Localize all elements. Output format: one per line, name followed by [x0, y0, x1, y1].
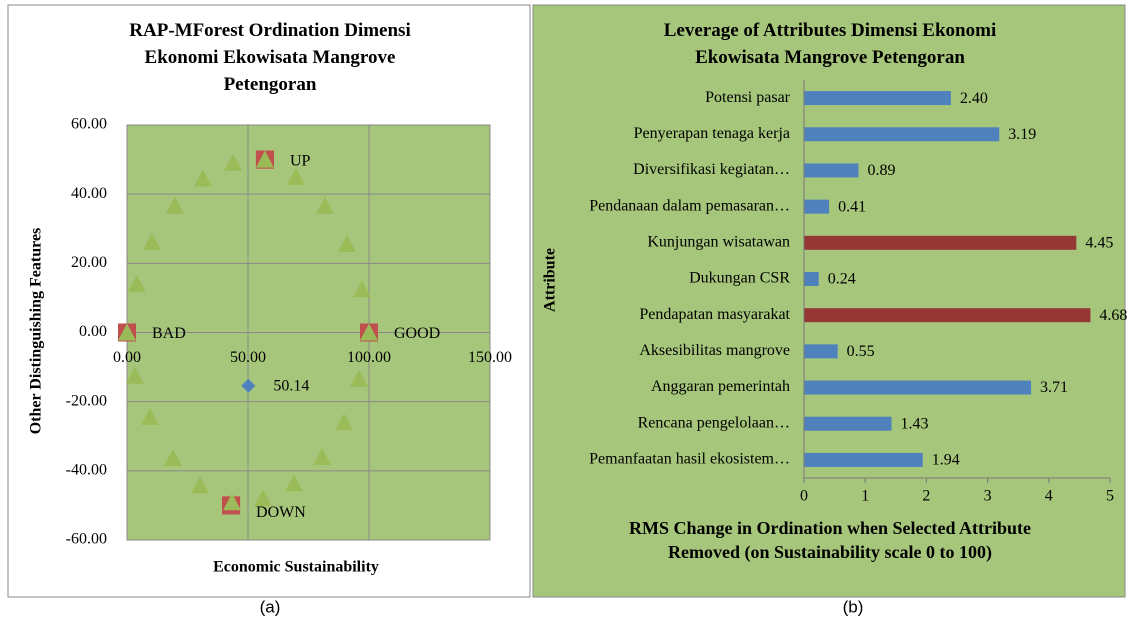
triangle-point	[142, 232, 161, 250]
y-tick-label: 60.00	[71, 116, 107, 133]
triangle-point	[284, 474, 303, 492]
bar	[804, 163, 859, 178]
point-label: BAD	[152, 325, 186, 342]
value-label: 3.71	[1040, 379, 1068, 396]
y-tick-label: Kunjungan wisatawan	[647, 233, 790, 250]
value-label: 0.55	[847, 343, 875, 360]
triangle-point	[223, 153, 242, 171]
value-label: 1.43	[901, 415, 929, 432]
point-label: 50.14	[273, 377, 309, 394]
triangle-point	[191, 476, 210, 494]
chart-title: Leverage of Attributes Dimensi Ekonomi E…	[663, 20, 997, 68]
y-tick-label: Aksesibilitas mangrove	[639, 342, 790, 359]
triangle-point	[360, 323, 378, 341]
bar	[804, 380, 1032, 395]
triangle-point	[255, 150, 274, 168]
x-tick-label: 0.00	[113, 349, 141, 366]
y-tick-label: -40.00	[66, 462, 107, 479]
triangle-point	[163, 449, 182, 467]
x-tick-label: 1	[861, 488, 869, 505]
x-tick-label: 0	[800, 488, 808, 505]
y-tick-label: 0.00	[79, 323, 107, 340]
point-label: DOWN	[256, 504, 306, 521]
y-tick-label: Penyerapan tenaga kerja	[634, 125, 790, 142]
triangle-point	[125, 366, 144, 384]
chart-title: RAP-MForest Ordination Dimensi Ekonomi E…	[129, 20, 411, 95]
y-tick-label: Pemanfaatan hasil ekosistem…	[589, 451, 790, 468]
y-tick-label: Potensi pasar	[705, 89, 791, 106]
y-tick-label: Dukungan CSR	[689, 270, 790, 287]
x-axis-title: RMS Change in Ordination when Selected A…	[628, 518, 1031, 562]
value-label: 0.41	[838, 198, 866, 215]
y-tick-label: -20.00	[66, 392, 107, 409]
value-label: 4.45	[1085, 234, 1113, 251]
value-label: 1.94	[932, 452, 960, 469]
y-tick-label: 40.00	[71, 185, 107, 202]
y-tick-label: 20.00	[71, 254, 107, 271]
x-tick-label: 3	[984, 488, 992, 505]
triangle-point	[313, 448, 332, 465]
triangle-point	[223, 493, 242, 511]
x-tick-label: 150.00	[468, 349, 512, 366]
diamond-point	[241, 378, 256, 393]
value-label: 0.89	[867, 162, 895, 179]
bar	[804, 272, 819, 286]
triangle-point	[193, 169, 212, 187]
bar	[804, 344, 838, 359]
triangle-point	[335, 413, 354, 431]
y-tick-label: Rencana pengelolaan…	[638, 414, 790, 431]
triangle-point	[315, 196, 334, 214]
caption: (a)	[260, 597, 281, 616]
triangle-point	[254, 489, 273, 507]
value-label: 4.68	[1099, 307, 1127, 324]
triangle-point	[286, 167, 305, 185]
value-label: 0.24	[828, 271, 856, 288]
bar	[804, 235, 1077, 250]
x-tick-label: 5	[1106, 488, 1114, 505]
y-tick-label: Pendanaan dalam pemasaran…	[589, 197, 790, 214]
triangle-point	[127, 275, 146, 293]
bar	[804, 308, 1091, 323]
bar	[804, 127, 1000, 142]
value-label: 3.19	[1008, 126, 1036, 143]
triangle-point	[165, 196, 184, 214]
y-tick-label: Diversifikasi kegiatan…	[633, 161, 790, 178]
y-tick-label: Pendapatan masyarakat	[639, 306, 790, 323]
bar	[804, 199, 830, 214]
y-tick-label: -60.00	[66, 531, 107, 548]
point-label: GOOD	[394, 325, 440, 342]
triangle-point	[350, 369, 369, 387]
bar	[804, 452, 923, 467]
y-tick-label: Anggaran pemerintah	[651, 378, 790, 395]
bar	[804, 91, 951, 106]
point-label: UP	[290, 152, 311, 169]
bar	[804, 416, 892, 431]
x-axis-title: Economic Sustainability	[213, 559, 379, 576]
y-axis-title: Other Distinguishing Features	[28, 228, 45, 435]
triangle-point	[337, 234, 356, 252]
triangle-point	[352, 280, 371, 298]
value-label: 2.40	[960, 90, 988, 107]
x-tick-label: 50.00	[230, 349, 266, 366]
x-tick-label: 4	[1045, 488, 1053, 505]
caption: (b)	[843, 597, 864, 616]
y-axis-title: Attribute	[542, 248, 559, 312]
x-tick-label: 100.00	[347, 349, 391, 366]
x-tick-label: 2	[922, 488, 930, 505]
triangle-point	[140, 407, 159, 425]
triangle-point	[118, 323, 136, 341]
